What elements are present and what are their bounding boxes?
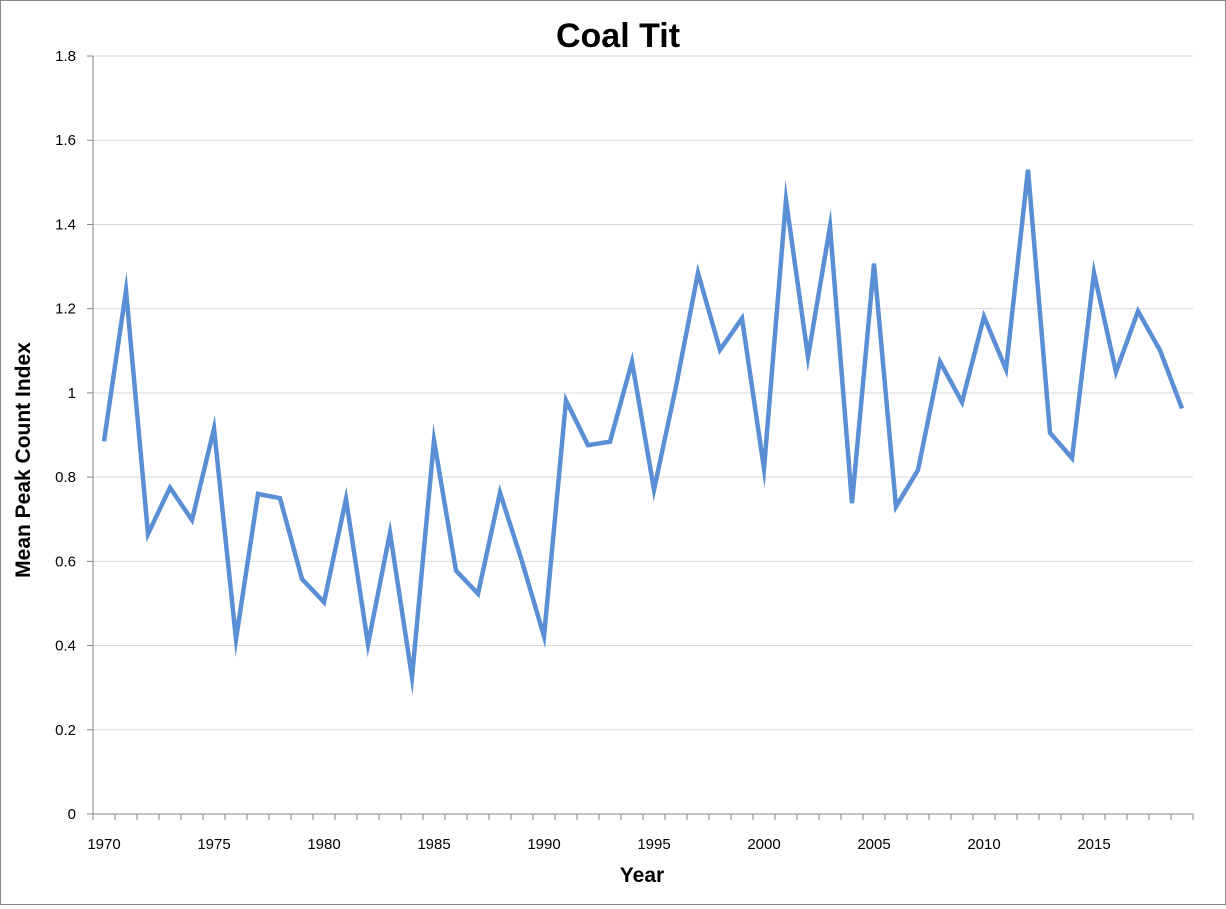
y-axis-tick-labels: 0 0.2 0.4 0.6 0.8 1 1.2 1.4 1.6 1.8 (55, 48, 76, 823)
x-tick-label: 1980 (307, 836, 340, 853)
x-tick-label: 1985 (417, 836, 450, 853)
series-line-0 (104, 170, 1182, 677)
y-tick-label: 1.6 (55, 132, 76, 149)
y-axis-title: Mean Peak Count Index (12, 342, 35, 578)
x-axis-title: Year (620, 864, 664, 887)
x-tick-label: 1975 (197, 836, 230, 853)
gridlines (93, 56, 1193, 730)
x-tick-label: 1970 (87, 836, 120, 853)
x-axis-tick-labels: 1970 1975 1980 1985 1990 1995 2000 2005 2010 2015 (87, 836, 1110, 853)
x-tick-label: 1990 (527, 836, 560, 853)
y-tick-label: 0 (68, 806, 76, 823)
y-tick-label: 0.2 (55, 722, 76, 739)
y-tick-label: 0.4 (55, 638, 76, 655)
x-tick-label: 1995 (637, 836, 670, 853)
x-tick-label: 2000 (747, 836, 780, 853)
x-tick-label: 2010 (967, 836, 1000, 853)
x-tick-label: 2015 (1077, 836, 1110, 853)
chart-title: Coal Tit (556, 17, 680, 55)
y-tick-label: 1 (68, 385, 76, 402)
x-tick-label: 2005 (857, 836, 890, 853)
y-tick-label: 0.6 (55, 553, 76, 570)
y-tick-label: 1.2 (55, 301, 76, 318)
series-layer (104, 170, 1182, 678)
y-tick-label: 1.8 (55, 48, 76, 65)
y-tick-label: 1.4 (55, 216, 76, 233)
y-tick-label: 0.8 (55, 469, 76, 486)
